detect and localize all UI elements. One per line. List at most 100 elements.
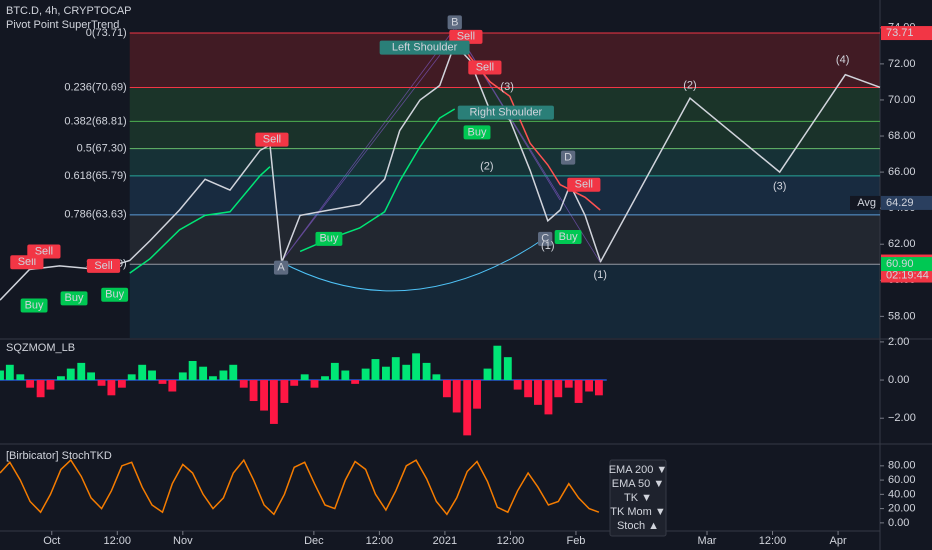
- series-line: [599, 73, 881, 263]
- signal-label: Sell: [35, 245, 53, 257]
- signal-label: Sell: [94, 260, 112, 272]
- x-tick-label: Dec: [304, 535, 324, 547]
- bar: [412, 353, 421, 381]
- wave-label: (4): [836, 54, 849, 66]
- signal-label: A: [277, 262, 285, 274]
- bar: [249, 380, 258, 402]
- price-tag: [881, 257, 932, 272]
- y-tick-label: 20.00: [888, 503, 916, 515]
- bar: [513, 380, 522, 390]
- bar: [158, 380, 167, 384]
- bar: [219, 370, 228, 381]
- fib-label: 0.382(68.81): [64, 115, 126, 127]
- y-tick-label: 62.00: [888, 238, 916, 250]
- signal-label: Left Shoulder: [392, 42, 458, 54]
- wave-label: (3): [773, 180, 786, 192]
- signal-box: [554, 230, 582, 245]
- signal-label: Right Shoulder: [469, 106, 542, 118]
- price-tag: [881, 26, 932, 41]
- signal-label: Buy: [105, 289, 124, 301]
- chart-title: BTC.D, 4h, CRYPTOCAP: [6, 5, 132, 17]
- bar: [382, 366, 390, 381]
- x-tick-label: 12:00: [104, 535, 132, 547]
- bar: [46, 380, 55, 390]
- x-tick-label: Oct: [43, 535, 60, 547]
- wave-label: (2): [480, 161, 493, 173]
- x-tick-label: 12:00: [759, 535, 787, 547]
- y-tick-label: 80.00: [888, 460, 916, 472]
- y-tick-label: 60.00: [888, 474, 916, 486]
- signal-box: [101, 287, 129, 302]
- y-tick-label: 58.00: [888, 310, 916, 322]
- bar: [260, 380, 268, 411]
- bar: [87, 372, 96, 381]
- price-tag-name: Avg: [857, 197, 876, 209]
- bar: [107, 380, 116, 396]
- bar: [117, 380, 126, 388]
- price-tag-label: 60.90: [886, 258, 914, 270]
- bar: [290, 380, 299, 386]
- bar: [5, 364, 14, 381]
- signal-box: [273, 260, 289, 275]
- x-tick-label: 12:00: [366, 535, 394, 547]
- series-line: [0, 42, 601, 301]
- y-tick-label: 0.00: [888, 517, 909, 529]
- bar: [442, 380, 451, 398]
- signal-box: [10, 255, 44, 270]
- bar: [199, 366, 208, 381]
- bar: [564, 380, 573, 388]
- bar: [168, 380, 177, 392]
- y-tick-label: 66.00: [888, 166, 916, 178]
- fib-label: 0.786(63.63): [64, 209, 126, 221]
- price-tag: [881, 195, 932, 210]
- bar: [16, 374, 25, 381]
- bar: [361, 368, 370, 381]
- bar: [391, 357, 400, 381]
- fib-bands: [129, 33, 881, 338]
- legend-item: TK Mom ▼: [610, 506, 666, 518]
- y-tick-label: 40.00: [888, 488, 916, 500]
- signal-label: Buy: [559, 231, 578, 243]
- signal-label: Buy: [25, 299, 44, 311]
- signal-box: [538, 231, 553, 246]
- fib-band: [129, 264, 881, 338]
- signal-box: [463, 125, 491, 140]
- bar: [351, 380, 360, 384]
- bar: [138, 364, 147, 381]
- bar: [402, 364, 411, 381]
- bar: [473, 380, 481, 409]
- price-tag-name-box: [850, 195, 880, 210]
- bar: [493, 345, 502, 381]
- legend-item: EMA 50 ▼: [612, 478, 664, 490]
- bar: [26, 380, 35, 388]
- signal-box: [27, 244, 61, 259]
- x-tick-label: 2021: [433, 535, 457, 547]
- bar: [422, 362, 431, 381]
- fib-band: [129, 175, 881, 215]
- y-tick-label: 68.00: [888, 130, 916, 142]
- bar: [503, 357, 512, 381]
- bar: [574, 380, 583, 403]
- x-tick-label: Apr: [830, 535, 847, 547]
- fib-label: 0.5(67.30): [77, 143, 127, 155]
- bar: [280, 380, 289, 403]
- bar: [544, 380, 553, 415]
- signal-box: [315, 231, 343, 246]
- bar: [483, 368, 492, 381]
- x-tick-label: Mar: [698, 535, 717, 547]
- bar: [341, 370, 350, 381]
- signal-label: D: [564, 152, 572, 164]
- countdown-box: [881, 268, 932, 283]
- fib-label: 0.618(65.79): [64, 170, 126, 182]
- legend-item: TK ▼: [624, 492, 652, 504]
- wave-label: (2): [683, 79, 696, 91]
- fib-label: 0.236(70.69): [64, 81, 126, 93]
- wave-label: (3): [500, 81, 513, 93]
- fib-band: [129, 121, 881, 149]
- x-tick-label: 12:00: [497, 535, 525, 547]
- legend-item: Stoch ▲: [617, 520, 659, 532]
- signal-box: [255, 132, 289, 147]
- indicator-title: [Birbicator] StochTKD: [6, 450, 112, 462]
